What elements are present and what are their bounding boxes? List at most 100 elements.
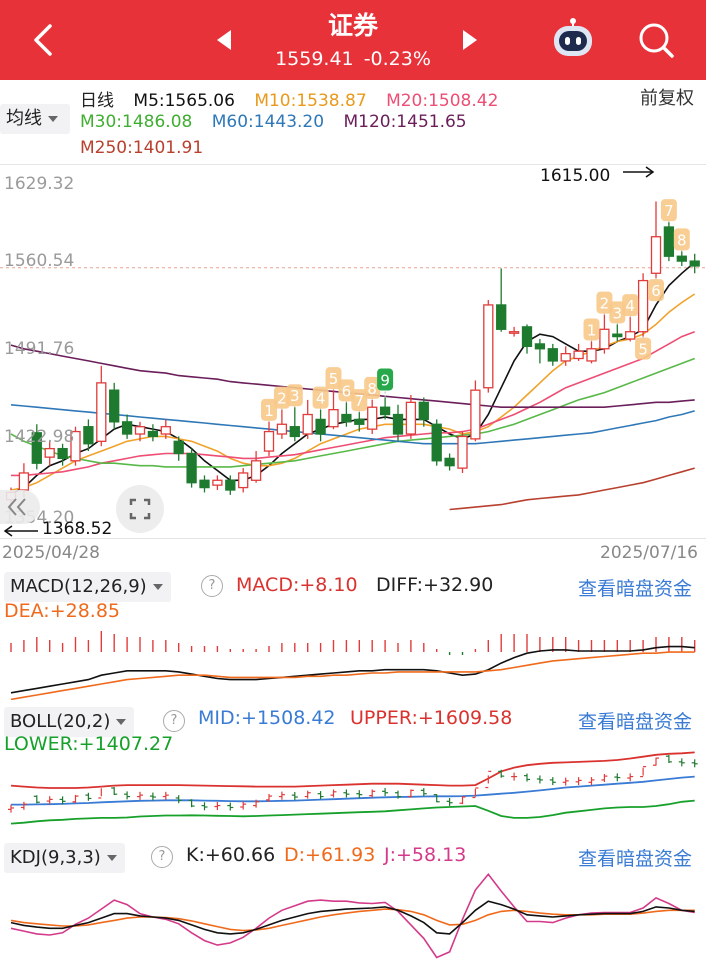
current-price: 1559.41 [275,48,354,70]
candle-body [612,333,623,338]
ma-selector-label: 均线 [6,108,42,129]
back-button[interactable] [28,20,58,60]
boll-chart [8,751,698,825]
boll-selector-label: BOLL(20,2) [10,711,111,732]
candle-body [160,426,171,435]
search-icon [639,23,674,58]
candle-body [573,350,584,360]
count-tag-label: 3 [613,304,623,322]
count-tag-label: 6 [342,382,352,400]
candle-body [521,326,533,347]
candle-body [263,430,275,452]
candle-body [83,426,94,445]
help-icon[interactable]: ? [201,575,223,597]
candle-body [483,304,494,389]
candle-body [328,409,339,428]
candle-body [199,479,210,489]
kdj-selector[interactable]: KDJ(9,3,3) [4,843,125,873]
price-quote: 1559.41 -0.23% [0,48,706,70]
y-axis-label-1: 1560.54 [4,251,75,271]
candle-body [147,430,159,438]
count-tag-label: 3 [290,387,300,405]
candle-body [663,226,675,257]
count-tag-bg [325,367,342,390]
help-icon[interactable]: ? [151,846,173,868]
end-date-label: 2025/07/16 [600,543,698,563]
triangle-right-icon [463,30,477,50]
count-tag-bg [377,368,394,391]
macd-chart [10,631,696,700]
y-axis-label-2: 1491.76 [4,339,75,359]
candle-body [418,401,429,421]
candle-body [354,418,365,425]
candle-body [379,406,391,416]
macd-dea-line [10,651,695,700]
boll-lower-value: LOWER:+1407.27 [4,733,174,755]
next-stock-button[interactable] [460,28,480,52]
candle-body [315,418,326,435]
count-tag-label: 5 [638,341,648,359]
header-bar: 证券 1559.41 -0.23% [0,0,706,80]
dark-pool-link-macd[interactable]: 查看暗盘资金 [577,578,692,600]
candle-body [405,401,417,435]
price-change: -0.23% [363,48,431,70]
page-title: 证券 [327,11,378,40]
fullscreen-button[interactable] [116,485,164,533]
kdj-j-line [10,873,695,959]
ma-selector[interactable]: 均线 [0,104,70,134]
candle-body [70,430,81,462]
candle-body [212,479,223,486]
candle-body [302,413,313,435]
kdj-selector-label: KDJ(9,3,3) [10,847,101,868]
candle-body [547,348,558,362]
candle-body [238,472,249,489]
candle-body [650,236,662,274]
candle-body [186,452,197,484]
ma-line-m60 [10,404,695,445]
prev-stock-button[interactable] [214,28,234,52]
candle-body [457,435,468,469]
candle-body [173,440,184,455]
candle-body [134,426,146,435]
robot-assistant-button[interactable] [550,18,596,60]
count-tag-bg [286,384,303,407]
dark-pool-link-kdj[interactable]: 查看暗盘资金 [577,848,692,870]
robot-icon [554,18,592,56]
count-tag-label: 9 [380,371,390,389]
count-tag-bg [312,386,329,409]
boll-selector[interactable]: BOLL(20,2) [4,707,135,737]
ma60-value: M60:1443.20 [211,112,325,132]
candle-body [276,423,288,435]
fullscreen-icon [129,498,151,520]
ma20-value: M20:1508.42 [386,91,499,111]
candle-body [599,328,610,350]
candle-body [637,279,649,333]
dark-pool-link-boll[interactable]: 查看暗盘资金 [577,711,692,733]
count-tag-bg [583,318,600,341]
kdj-d-value: D:+61.93 [284,844,376,866]
count-tag-bg [351,389,368,412]
expand-left-button[interactable] [0,490,40,524]
count-tag-label: 4 [316,390,326,408]
ma5-value: M5:1565.06 [133,91,235,111]
kdj-chart [10,873,695,959]
double-chevron-left-icon [7,498,26,516]
boll-mid-value: MID:+1508.42 [198,707,336,729]
ma-legend-row-2: M30:1486.08 M60:1443.20 M120:1451.65 [80,112,481,132]
search-button[interactable] [636,20,676,60]
candle-body [470,389,481,440]
count-tag-bg [273,386,290,409]
macd-diff-line [10,645,695,694]
kdj-k-value: K:+60.66 [186,844,276,866]
ma-line-m30 [10,357,695,468]
macd-selector[interactable]: MACD(12,26,9) [4,572,171,602]
help-icon[interactable]: ? [163,710,185,732]
candle-body [31,432,42,464]
boll-lower-line [10,799,695,825]
count-tag-bg [673,228,690,251]
caret-down-icon [152,584,163,590]
candle-body [96,382,107,442]
adjust-toggle[interactable]: 前复权 [640,88,694,109]
arrow-right-icon [623,166,655,178]
